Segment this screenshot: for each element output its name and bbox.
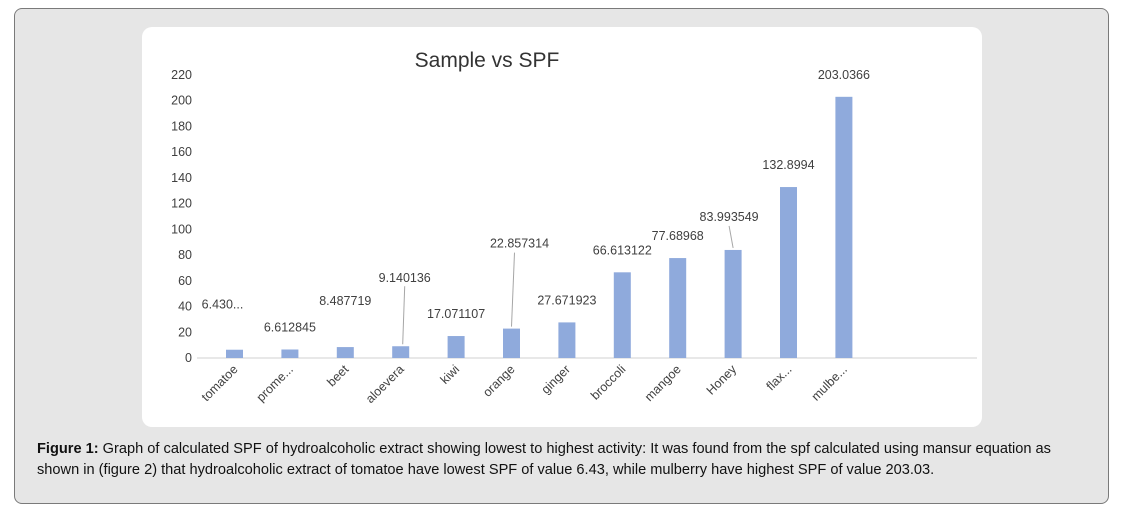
data-label: 66.613122	[593, 243, 652, 257]
bar	[835, 96, 853, 358]
y-tick-label: 160	[171, 145, 192, 159]
bar	[780, 187, 797, 358]
x-tick-label: mulbe...	[809, 362, 850, 403]
y-tick-label: 180	[171, 119, 192, 133]
figure-caption: Figure 1: Graph of calculated SPF of hyd…	[37, 439, 1097, 481]
x-tick-label: beet	[324, 362, 351, 389]
x-tick-label: Honey	[704, 362, 740, 398]
chart-title: Sample vs SPF	[415, 49, 560, 72]
data-label: 6.612845	[264, 320, 316, 334]
x-tick-label: kiwi	[438, 362, 463, 387]
y-tick-label: 80	[178, 248, 192, 262]
caption-label: Figure 1:	[37, 441, 99, 457]
bar	[503, 328, 520, 358]
leader-line	[402, 286, 406, 345]
x-tick-label: tomatoe	[199, 362, 241, 404]
data-label: 203.0366	[818, 68, 870, 82]
data-label: 22.857314	[490, 237, 549, 251]
figure-frame: Sample vs SPF 0 20 40 60 80 100 120 140 160 180 200…	[14, 8, 1109, 504]
bar	[613, 272, 631, 358]
leader-line	[511, 252, 515, 327]
y-tick-label: 200	[171, 94, 192, 108]
caption-text: Graph of calculated SPF of hydroalcoholi…	[37, 441, 1051, 478]
bar	[336, 347, 354, 358]
bar	[447, 336, 465, 358]
y-tick-label: 220	[171, 68, 192, 82]
data-label: 77.68968	[652, 229, 704, 243]
y-tick-label: 20	[178, 325, 192, 339]
bar	[392, 346, 410, 358]
x-tick-label: mangoe	[642, 362, 684, 404]
data-label: 9.140136	[379, 271, 431, 285]
leader-line	[728, 225, 734, 249]
x-tick-label: broccoli	[588, 362, 628, 402]
y-tick-label: 60	[178, 274, 192, 288]
data-label: 6.430...	[202, 298, 244, 312]
bar	[226, 349, 243, 358]
y-tick-label: 140	[171, 171, 192, 185]
bar	[281, 349, 299, 358]
data-label: 8.487719	[319, 294, 371, 308]
y-tick-label: 100	[171, 222, 192, 236]
data-label: 83.993549	[700, 210, 759, 224]
bar	[558, 322, 576, 358]
x-tick-label: aloevera	[363, 362, 407, 406]
y-tick-label: 40	[178, 300, 192, 314]
data-label: 132.8994	[762, 158, 814, 172]
bar	[669, 258, 687, 358]
bar	[724, 249, 742, 358]
x-tick-label: orange	[480, 362, 517, 399]
x-tick-label: ginger	[539, 362, 573, 396]
y-tick-label: 0	[185, 351, 192, 365]
data-label: 17.071107	[427, 307, 485, 321]
x-tick-label: prome...	[254, 362, 296, 404]
x-tick-label: flax...	[764, 362, 795, 393]
y-tick-label: 120	[171, 197, 192, 211]
bar-chart: Sample vs SPF 0 20 40 60 80 100 120 140 160 180 200…	[171, 49, 977, 406]
data-label: 27.671923	[537, 293, 596, 307]
